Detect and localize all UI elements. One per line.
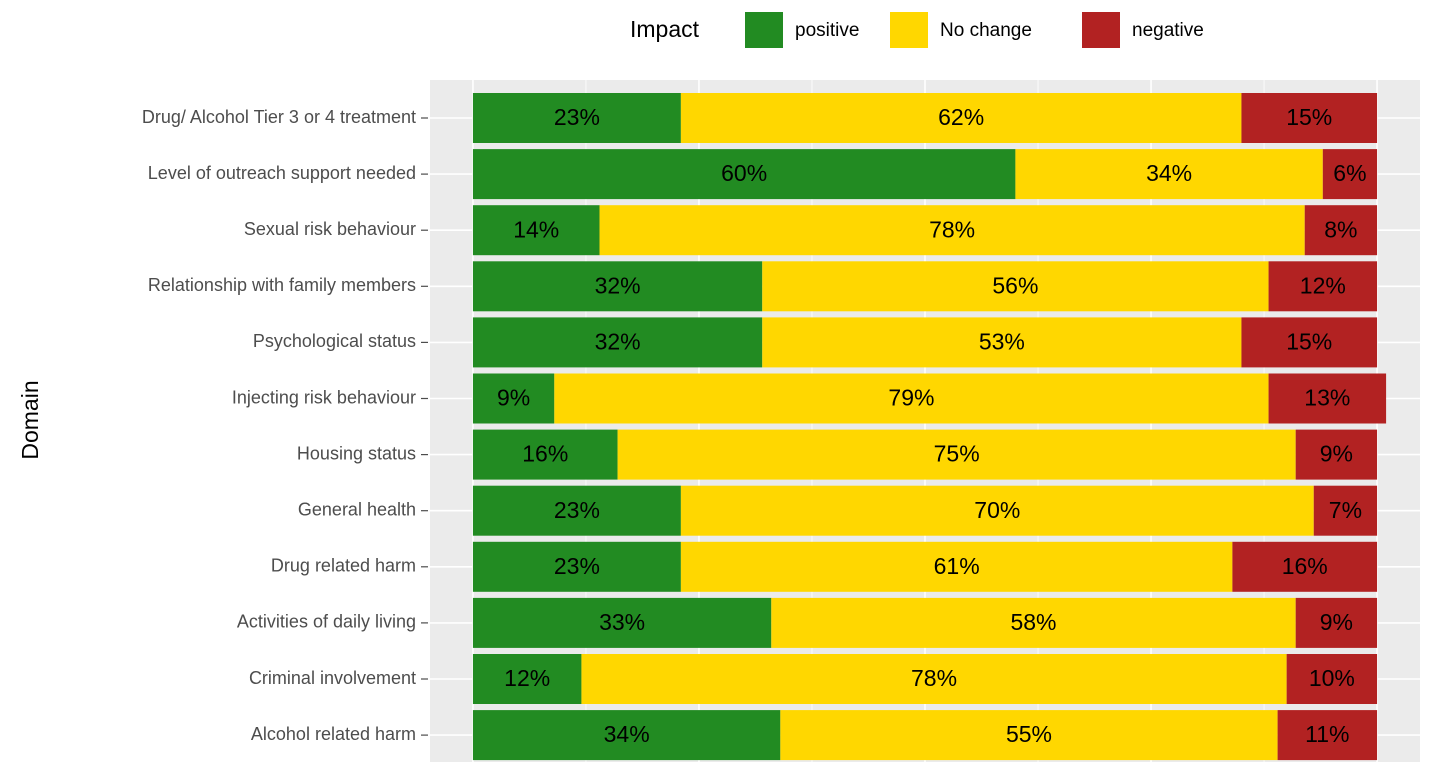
value-label: 75%	[934, 441, 980, 467]
bar-segment	[581, 654, 1287, 704]
bar-segment	[680, 93, 1242, 143]
legend-label: positive	[795, 20, 859, 41]
bar-segment	[472, 710, 781, 761]
bar-segment	[472, 485, 681, 536]
value-label: 78%	[911, 665, 957, 691]
y-tick-label: Activities of daily living	[237, 612, 416, 632]
y-tick-label: Criminal involvement	[249, 668, 416, 688]
value-label: 13%	[1304, 385, 1350, 411]
legend-swatch	[745, 12, 783, 48]
value-label: 23%	[554, 553, 600, 579]
value-label: 12%	[504, 665, 550, 691]
bar-segment	[680, 541, 1233, 592]
value-label: 70%	[974, 497, 1020, 523]
y-tick-label: General health	[298, 499, 416, 519]
legend: positive No change negative	[745, 12, 1204, 48]
bar-segment	[1241, 317, 1378, 368]
value-label: 14%	[513, 216, 559, 242]
value-label: 78%	[929, 216, 975, 242]
bar-segment	[780, 710, 1278, 761]
y-tick-label: Alcohol related harm	[251, 724, 416, 744]
bar-segment	[762, 261, 1269, 312]
bar-segment	[472, 93, 681, 143]
value-label: 9%	[1320, 609, 1353, 635]
bar-segment	[472, 317, 763, 368]
y-tick-label: Injecting risk behaviour	[232, 387, 416, 407]
bar-segment	[472, 149, 1016, 200]
bar-segment	[1286, 654, 1378, 704]
bar-segment	[1313, 485, 1378, 536]
value-label: 53%	[979, 328, 1025, 354]
y-tick-label: Drug related harm	[271, 556, 416, 576]
value-label: 15%	[1286, 104, 1332, 130]
legend-swatch	[1082, 12, 1120, 48]
bar-segment	[1304, 205, 1378, 256]
value-label: 9%	[497, 385, 530, 411]
bar-segment	[554, 373, 1269, 424]
value-label: 15%	[1286, 328, 1332, 354]
bar-segment	[1277, 710, 1378, 761]
bar-segment	[472, 261, 763, 312]
value-label: 9%	[1320, 441, 1353, 467]
value-label: 60%	[721, 160, 767, 186]
bar-segment	[1232, 541, 1378, 592]
value-label: 61%	[934, 553, 980, 579]
bars: 23% 62% 15% 60% 34% 6% 14% 78% 8% 32% 56% 12% 32% 53%…	[472, 93, 1387, 761]
y-tick-label: Housing status	[297, 443, 416, 463]
value-label: 32%	[595, 272, 641, 298]
bar-segment	[472, 373, 555, 424]
legend-label: negative	[1132, 20, 1204, 41]
bar-segment	[1241, 93, 1378, 143]
value-label: 12%	[1300, 272, 1346, 298]
value-label: 62%	[938, 104, 984, 130]
value-label: 10%	[1309, 665, 1355, 691]
bar-segment	[1268, 261, 1378, 312]
value-label: 16%	[1282, 553, 1328, 579]
bar-segment	[472, 205, 600, 256]
value-label: 56%	[992, 272, 1038, 298]
value-label: 23%	[554, 104, 600, 130]
bar-segment	[472, 429, 618, 480]
legend-label: No change	[940, 20, 1032, 41]
bar-segment	[1268, 373, 1387, 424]
y-tick-label: Level of outreach support needed	[148, 163, 416, 183]
value-label: 16%	[522, 441, 568, 467]
y-tick-label: Drug/ Alcohol Tier 3 or 4 treatment	[142, 107, 416, 127]
bar-segment	[1295, 597, 1378, 648]
value-label: 58%	[1010, 609, 1056, 635]
legend-swatch	[890, 12, 928, 48]
bar-segment	[472, 654, 582, 704]
value-label: 34%	[1146, 160, 1192, 186]
y-tick-label: Psychological status	[253, 331, 416, 351]
value-label: 11%	[1305, 721, 1349, 747]
bar-segment	[599, 205, 1305, 256]
value-label: 55%	[1006, 721, 1052, 747]
value-label: 34%	[604, 721, 650, 747]
bar-segment	[1322, 149, 1378, 200]
y-axis-title: Domain	[17, 380, 43, 459]
value-label: 8%	[1324, 216, 1357, 242]
value-label: 79%	[888, 385, 934, 411]
bar-segment	[1295, 429, 1378, 480]
bar-segment	[680, 485, 1314, 536]
bar-segment	[472, 597, 772, 648]
bar-segment	[472, 541, 681, 592]
value-label: 32%	[595, 328, 641, 354]
legend-title: Impact	[630, 16, 700, 42]
bar-segment	[1015, 149, 1323, 200]
y-tick-label: Sexual risk behaviour	[244, 219, 416, 239]
value-label: 33%	[599, 609, 645, 635]
bar-segment	[617, 429, 1296, 480]
bar-segment	[762, 317, 1242, 368]
value-label: 7%	[1329, 497, 1362, 523]
value-label: 6%	[1333, 160, 1366, 186]
value-label: 23%	[554, 497, 600, 523]
bar-segment	[771, 597, 1296, 648]
y-tick-label: Relationship with family members	[148, 275, 416, 295]
